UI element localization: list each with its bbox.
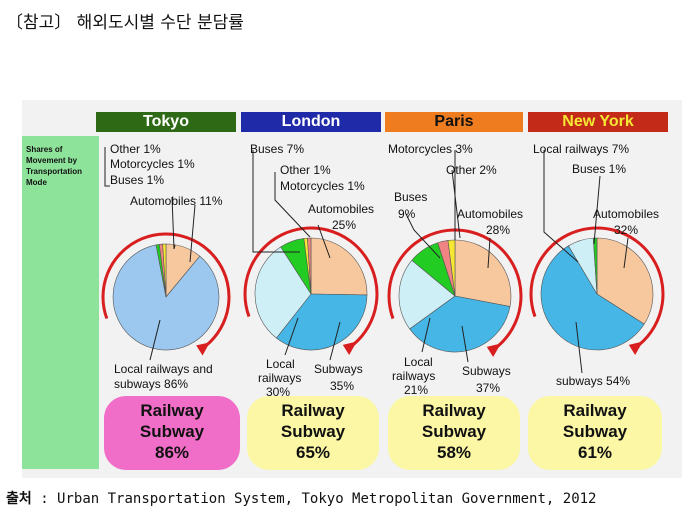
london-label-other: Other 1%: [280, 163, 331, 177]
newyork-label-automobiles-value: 32%: [614, 223, 639, 237]
source-label: 출처: [6, 491, 32, 507]
london-label-automobiles-value: 25%: [332, 218, 357, 232]
london-slice-subways: [275, 293, 368, 351]
tokyo-rail-share: 86%: [154, 443, 190, 462]
london-rail-line1: Railway: [281, 401, 345, 420]
paris-label-buses-value: 9%: [398, 207, 416, 221]
newyork-slice-subways: [540, 245, 645, 351]
london-rail-share-box: Railway Subway 65%: [247, 396, 379, 470]
leader-line-6: [317, 224, 331, 259]
paris-label-automobiles: Automobiles: [457, 207, 524, 221]
tokyo-label-motorcycles: Motorcycles 1%: [110, 157, 195, 171]
page-title: 〔참고〕 해외도시별 수단 분담률: [6, 13, 244, 33]
newyork-label-local-railways: Local railways 7%: [533, 142, 630, 156]
paris-direction-arrow: [387, 228, 523, 348]
newyork-rail-share: 61%: [577, 443, 613, 462]
leader-line-18: [575, 321, 583, 374]
leader-line-2: [189, 204, 196, 263]
newyork-rail-line2: Subway: [562, 422, 628, 441]
leader-line-4: [252, 150, 300, 253]
source-text: : Urban Transportation System, Tokyo Met…: [31, 491, 597, 507]
paris-label-local-2: railways: [392, 369, 436, 383]
london-label-automobiles: Automobiles: [308, 202, 375, 216]
city-header-london: London: [241, 112, 381, 132]
side-label-box: [22, 136, 99, 469]
paris-label-subways-value: 37%: [476, 381, 501, 395]
city-header-paris: Paris: [385, 112, 523, 132]
side-label-text: Shares of Movement by Transportation Mod…: [26, 145, 83, 187]
paris-label-buses: Buses: [394, 190, 428, 204]
tokyo-label-rail-2: subways 86%: [114, 377, 189, 391]
london-slice-automobiles: [310, 237, 368, 296]
leader-line-11: [405, 213, 441, 259]
paris-slice-automobiles: [454, 239, 512, 307]
london-label-local-2: railways: [258, 371, 302, 385]
tokyo-label-rail-1: Local railways and: [114, 362, 213, 376]
city-header-tokyo: Tokyo: [96, 112, 236, 132]
leader-line-10: [451, 169, 461, 239]
paris-rail-share-box: Railway Subway 58%: [388, 396, 520, 470]
london-label-local-3: 30%: [266, 385, 291, 399]
newyork-rail-line1: Railway: [563, 401, 627, 420]
tokyo-direction-arrow: [101, 232, 231, 347]
london-slice-motorcycles: [307, 237, 312, 295]
london-label-buses: Buses 7%: [250, 142, 305, 156]
paris-label-other: Other 2%: [446, 163, 497, 177]
leader-line-0: [171, 196, 176, 250]
leader-line-5: [274, 172, 311, 238]
leader-line-16: [593, 175, 601, 245]
tokyo-label-buses: Buses 1%: [110, 173, 165, 187]
leader-line-14: [461, 325, 469, 363]
newyork-label-buses: Buses 1%: [572, 162, 627, 176]
paris-rail-share: 58%: [436, 443, 472, 462]
paris-label-subways: Subways: [462, 364, 511, 378]
newyork-direction-arrow: [529, 226, 665, 346]
london-rail-share: 65%: [295, 443, 331, 462]
newyork-label-subways: subways 54%: [556, 374, 631, 388]
paris-rail-line2: Subway: [421, 422, 487, 441]
leader-line-12: [487, 237, 491, 269]
tokyo-arrow-head: [196, 342, 210, 356]
leader-line-13: [421, 317, 431, 353]
tokyo-label-automobiles: Automobiles 11%: [130, 194, 223, 208]
paris-slice-subways: [409, 295, 511, 353]
london-slice-local-railways: [254, 246, 312, 339]
london-direction-arrow: [243, 226, 379, 346]
tokyo-slice-other: [162, 243, 167, 298]
newyork-label-automobiles: Automobiles: [593, 207, 660, 221]
paris-label-motorcycles: Motorcycles 3%: [388, 142, 473, 156]
leader-line-15: [543, 150, 579, 263]
london-label-subways-value: 35%: [330, 379, 355, 393]
paris-label-local-3: 21%: [404, 383, 429, 397]
tokyo-rail-line1: Railway: [140, 401, 204, 420]
london-label-local-1: Local: [266, 357, 295, 371]
leader-line-17: [623, 237, 629, 269]
paris-label-automobiles-value: 28%: [486, 223, 511, 237]
source-note: 출처 : Urban Transportation System, Tokyo …: [6, 488, 597, 508]
city-header-newyork: New York: [528, 112, 668, 132]
tokyo-rail-share-box: Railway Subway 86%: [104, 396, 240, 470]
leader-line-3: [149, 319, 161, 361]
paris-label-local-1: Local: [404, 355, 433, 369]
leader-line-7: [284, 317, 299, 356]
london-label-motorcycles: Motorcycles 1%: [280, 179, 365, 193]
paris-slice-local-railways: [398, 259, 456, 330]
paris-arrow-head: [486, 343, 501, 358]
leader-line-8: [329, 321, 341, 361]
london-rail-line2: Subway: [280, 422, 346, 441]
newyork-arrow-head: [628, 341, 643, 356]
london-arrow-head: [342, 341, 357, 356]
tokyo-label-other: Other 1%: [110, 142, 161, 156]
london-label-subways: Subways: [314, 362, 363, 376]
leader-line-1: [104, 147, 110, 187]
newyork-rail-share-box: Railway Subway 61%: [528, 396, 662, 470]
newyork-slice-buses: [592, 237, 598, 295]
tokyo-rail-line2: Subway: [139, 422, 205, 441]
paris-rail-line1: Railway: [422, 401, 486, 420]
